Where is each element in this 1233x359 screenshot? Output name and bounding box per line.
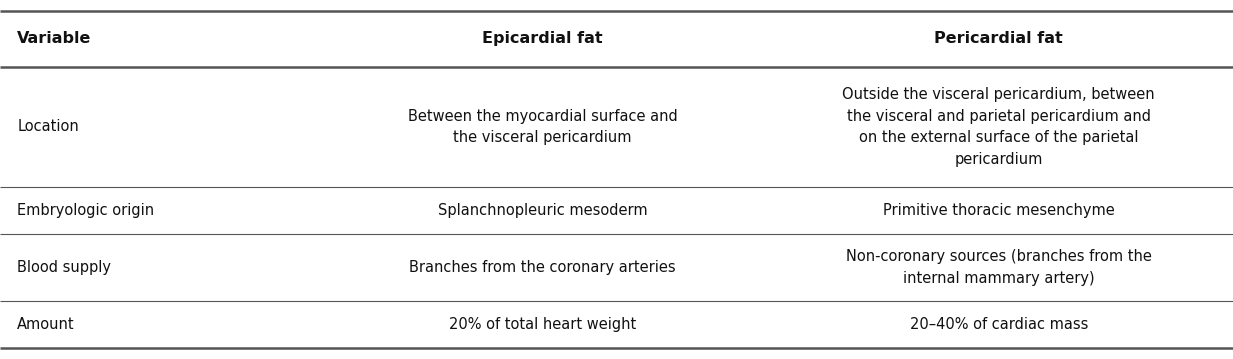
- Text: Primitive thoracic mesenchyme: Primitive thoracic mesenchyme: [883, 203, 1115, 218]
- Text: Non-coronary sources (branches from the
internal mammary artery): Non-coronary sources (branches from the …: [846, 249, 1152, 286]
- Text: Branches from the coronary arteries: Branches from the coronary arteries: [409, 260, 676, 275]
- Text: 20–40% of cardiac mass: 20–40% of cardiac mass: [910, 317, 1088, 332]
- Text: 20% of total heart weight: 20% of total heart weight: [449, 317, 636, 332]
- Text: Amount: Amount: [17, 317, 75, 332]
- Text: Pericardial fat: Pericardial fat: [935, 31, 1063, 46]
- Text: Outside the visceral pericardium, between
the visceral and parietal pericardium : Outside the visceral pericardium, betwee…: [842, 87, 1155, 167]
- Text: Between the myocardial surface and
the visceral pericardium: Between the myocardial surface and the v…: [408, 109, 677, 145]
- Text: Splanchnopleuric mesoderm: Splanchnopleuric mesoderm: [438, 203, 647, 218]
- Text: Embryologic origin: Embryologic origin: [17, 203, 154, 218]
- Text: Variable: Variable: [17, 31, 91, 46]
- Text: Location: Location: [17, 120, 79, 134]
- Text: Blood supply: Blood supply: [17, 260, 111, 275]
- Text: Epicardial fat: Epicardial fat: [482, 31, 603, 46]
